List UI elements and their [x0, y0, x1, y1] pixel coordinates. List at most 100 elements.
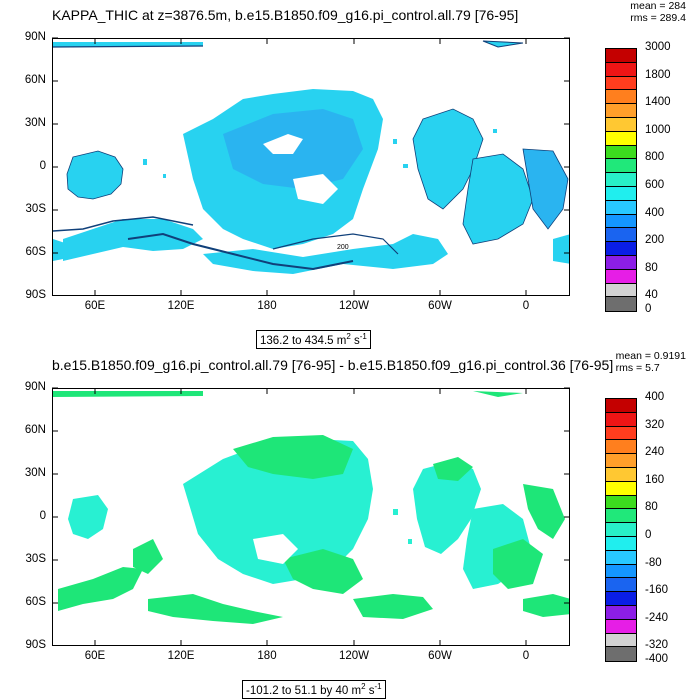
x-label-60w: 60W [428, 300, 452, 312]
colorbar-swatch [606, 255, 636, 270]
y-label-60n: 60N [24, 424, 46, 436]
map-fill [53, 391, 569, 624]
x-label-120e: 120E [167, 300, 195, 312]
colorbar-label: 80 [645, 261, 658, 274]
colorbar-label: -80 [645, 556, 662, 569]
y-label-60n: 60N [24, 74, 46, 86]
colorbar-swatch [606, 269, 636, 284]
colorbar-label: 600 [645, 179, 665, 191]
colorbar-label: 40 [645, 289, 658, 302]
colorbar-swatch [606, 399, 636, 413]
unit-sup: 2 [346, 332, 351, 341]
range-box: -101.2 to 51.1 by 40 m2 s-1 [242, 680, 386, 699]
panel-difference: b.e15.B1850.f09_g16.pi_control.all.79 [7… [0, 350, 700, 700]
range-text: 136.2 to 434.5 m [260, 334, 347, 347]
colorbar-label: 400 [645, 391, 665, 403]
colorbar-label: -320 [645, 639, 669, 652]
y-label-30s: 30S [25, 203, 46, 215]
colorbar-label: 0 [645, 529, 652, 541]
colorbar-swatch [606, 509, 636, 524]
y-label-60s: 60S [25, 596, 46, 608]
colorbar-swatch [606, 242, 636, 256]
colorbar-swatch [606, 536, 636, 551]
colorbar-swatch [606, 550, 636, 565]
colorbar-swatch [606, 90, 636, 105]
x-label-120w: 120W [338, 300, 370, 312]
colorbar-label: 800 [645, 151, 665, 164]
colorbar-swatch [606, 412, 636, 427]
colorbar-label: 320 [645, 418, 665, 431]
contour-label-200: 200 [337, 244, 349, 251]
colorbar-label: 80 [645, 501, 658, 514]
y-label-30n: 30N [24, 117, 46, 129]
colorbar-label: 3000 [645, 41, 671, 53]
map-plot [52, 388, 570, 646]
colorbar-swatch [606, 62, 636, 77]
rms-value: rms = 5.7 [615, 362, 660, 374]
range-text: -101.2 to 51.1 by 40 m [246, 684, 362, 697]
colorbar-swatch [606, 592, 636, 606]
colorbar-swatch [606, 440, 636, 455]
colorbar [605, 48, 637, 313]
colorbar-label: 200 [645, 234, 665, 247]
y-label-eq: 0 [39, 510, 46, 522]
colorbar-swatch [606, 495, 636, 510]
colorbar-swatch [606, 104, 636, 118]
x-label-60e: 60E [84, 650, 106, 662]
colorbar-label: 0 [645, 303, 652, 316]
panel-title: b.e15.B1850.f09_g16.pi_control.all.79 [7… [52, 357, 614, 373]
x-label-180: 180 [257, 650, 277, 662]
rms-value: rms = 289.4 [630, 12, 686, 24]
y-label-90s: 90S [25, 289, 46, 301]
colorbar-label: -160 [645, 584, 669, 597]
colorbar-label: 160 [645, 473, 665, 486]
colorbar-label: 1000 [645, 123, 671, 136]
colorbar-label: 1800 [645, 68, 671, 81]
colorbar-swatch [606, 131, 636, 146]
colorbar-swatch [606, 173, 636, 187]
colorbar-swatch [606, 578, 636, 593]
unit-sup2: -1 [374, 682, 382, 691]
colorbar-label: 400 [645, 206, 665, 219]
colorbar [605, 398, 637, 663]
x-label-60e: 60E [84, 300, 106, 312]
colorbar-swatch [606, 297, 636, 312]
range-box: 136.2 to 434.5 m2 s-1 [256, 330, 371, 349]
colorbar-swatch [606, 426, 636, 441]
colorbar-swatch [606, 49, 636, 63]
colorbar-swatch [606, 228, 636, 243]
map-fill [53, 40, 569, 274]
colorbar-label: 240 [645, 446, 665, 459]
stats-box: mean = 284 rms = 289.4 [630, 0, 686, 24]
x-label-120w: 120W [338, 650, 370, 662]
colorbar-swatch [606, 186, 636, 201]
colorbar-swatch [606, 117, 636, 132]
y-label-eq: 0 [39, 160, 46, 172]
mean-value: mean = 284 [630, 0, 686, 12]
x-label-0: 0 [522, 300, 530, 312]
unit-sup2: -1 [359, 332, 367, 341]
colorbar-swatch [606, 159, 636, 174]
colorbar-swatch [606, 214, 636, 229]
x-label-180: 180 [257, 300, 277, 312]
unit-tail: s [350, 334, 360, 347]
colorbar-swatch [606, 633, 636, 648]
colorbar-swatch [606, 200, 636, 215]
colorbar-swatch [606, 76, 636, 91]
x-label-60w: 60W [428, 650, 452, 662]
colorbar-swatch [606, 283, 636, 298]
map-plot [52, 38, 570, 296]
colorbar-swatch [606, 454, 636, 468]
colorbar-swatch [606, 467, 636, 482]
colorbar-label: 1400 [645, 96, 671, 109]
panel-kappa-thic: KAPPA_THIC at z=3876.5m, b.e15.B1850.f09… [24, 0, 686, 349]
y-label-90n: 90N [24, 381, 46, 393]
x-label-0: 0 [522, 650, 530, 662]
x-label-120e: 120E [167, 650, 195, 662]
y-label-60s: 60S [25, 246, 46, 258]
y-label-90s: 90S [25, 639, 46, 651]
y-label-30s: 30S [25, 553, 46, 565]
colorbar-label: -240 [645, 611, 669, 624]
y-label-90n: 90N [24, 31, 46, 43]
mean-value: mean = 0.9191 [615, 350, 686, 362]
